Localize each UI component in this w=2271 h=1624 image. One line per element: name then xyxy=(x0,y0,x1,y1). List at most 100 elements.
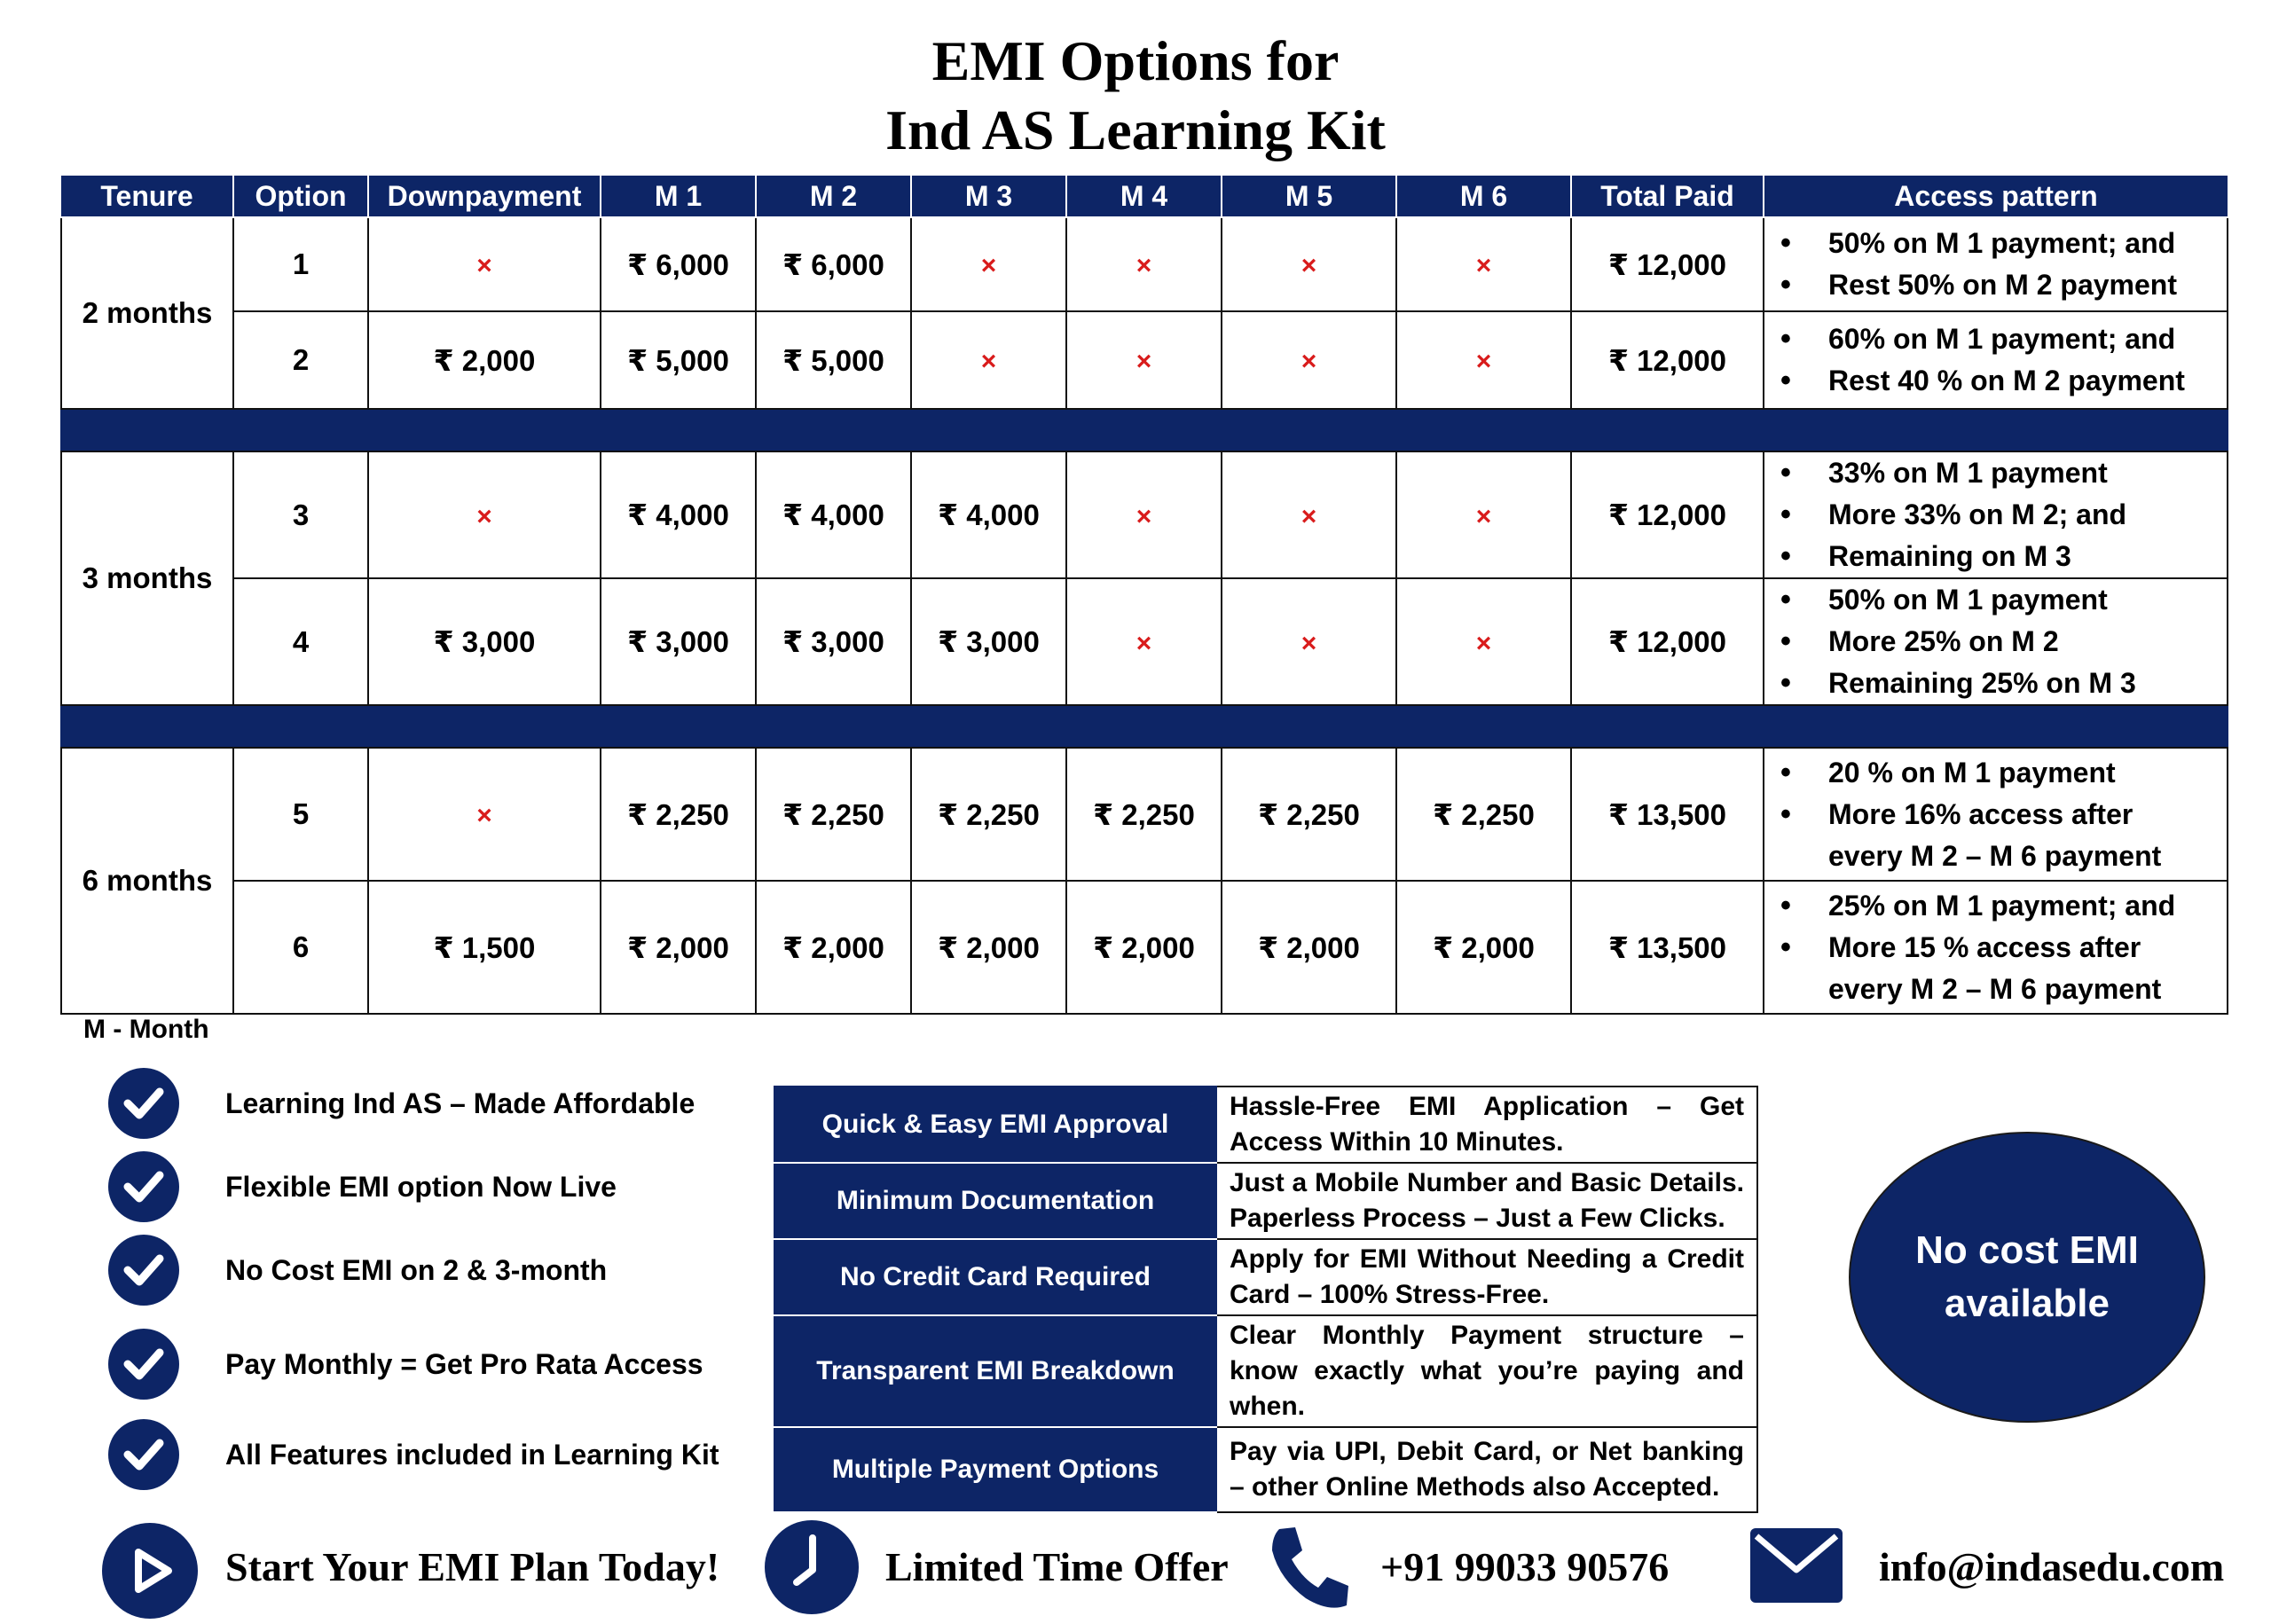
m2-cell: ₹ 3,000 xyxy=(755,577,912,706)
check-icon xyxy=(108,1329,179,1400)
page-title-line1: EMI Options for xyxy=(931,29,1340,92)
option-cell: 3 xyxy=(232,451,369,579)
m6-not-available-icon: × xyxy=(1395,216,1572,312)
m5-not-available-icon: × xyxy=(1221,451,1397,579)
benefit-row: Transparent EMI Breakdown Clear Monthly P… xyxy=(774,1314,1758,1428)
header-access-pattern: Access pattern xyxy=(1763,176,2228,218)
m3-cell: ₹ 2,000 xyxy=(910,880,1067,1015)
benefit-row: Minimum Documentation Just a Mobile Numbe… xyxy=(774,1162,1758,1240)
m1-cell: ₹ 3,000 xyxy=(600,577,757,706)
access-pattern-item: More 16% access after xyxy=(1777,794,2227,836)
m2-cell: ₹ 4,000 xyxy=(755,451,912,579)
m6-not-available-icon: × xyxy=(1395,451,1572,579)
table-row: 6 ₹ 1,500 ₹ 2,000 ₹ 2,000 ₹ 2,000 ₹ 2,000 ₹ 2,… xyxy=(61,880,2228,1015)
table-separator-row xyxy=(60,408,2228,452)
cross-icon: × xyxy=(1136,628,1152,658)
benefit-label: Transparent EMI Breakdown xyxy=(774,1314,1217,1428)
access-pattern-cell: 50% on M 1 paymentMore 25% on M 2Remaini… xyxy=(1763,577,2228,706)
downpayment-not-available-icon: × xyxy=(367,216,601,312)
access-pattern-cell: 50% on M 1 payment; andRest 50% on M 2 p… xyxy=(1763,216,2228,312)
m1-cell: ₹ 6,000 xyxy=(600,216,757,312)
header-m1: M 1 xyxy=(600,176,757,218)
m3-cell: ₹ 3,000 xyxy=(910,577,1067,706)
m2-cell: ₹ 6,000 xyxy=(755,216,912,312)
access-pattern-cell: 25% on M 1 payment; andMore 15 % access … xyxy=(1763,880,2228,1015)
option-cell: 1 xyxy=(232,216,369,312)
cross-icon: × xyxy=(980,251,997,280)
email-address: info@indasedu.com xyxy=(1879,1544,2225,1589)
benefit-row: Multiple Payment Options Pay via UPI, Deb… xyxy=(774,1426,1758,1513)
cross-icon: × xyxy=(1136,251,1152,280)
total-cell: ₹ 12,000 xyxy=(1570,451,1764,579)
separator-cell xyxy=(60,408,2228,452)
cross-icon: × xyxy=(1136,347,1152,376)
access-pattern-item: 25% on M 1 payment; and xyxy=(1777,885,2227,927)
cross-icon: × xyxy=(1475,347,1492,376)
m5-cell: ₹ 2,000 xyxy=(1221,880,1397,1015)
downpayment-cell: ₹ 2,000 xyxy=(367,310,601,410)
access-pattern-item: More 15 % access after xyxy=(1777,927,2227,969)
benefit-description: Clear Monthly Payment structure – know e… xyxy=(1215,1314,1758,1428)
access-pattern-cell: 33% on M 1 paymentMore 33% on M 2; andRe… xyxy=(1763,451,2228,579)
downpayment-not-available-icon: × xyxy=(367,747,601,882)
table-row: 4 ₹ 3,000 ₹ 3,000 ₹ 3,000 ₹ 3,000 × × × ₹ 12,000… xyxy=(61,577,2228,706)
badge-line2: available xyxy=(1945,1282,2110,1325)
feature-item: Learning Ind AS – Made Affordable xyxy=(108,1068,747,1142)
option-cell: 6 xyxy=(232,880,369,1015)
total-cell: ₹ 13,500 xyxy=(1570,880,1764,1015)
limited-offer-text: Limited Time Offer xyxy=(885,1544,1229,1589)
m4-not-available-icon: × xyxy=(1065,310,1222,410)
access-pattern-item: Remaining 25% on M 3 xyxy=(1777,663,2227,704)
cross-icon: × xyxy=(476,801,492,830)
m4-not-available-icon: × xyxy=(1065,216,1222,312)
access-pattern-item: 50% on M 1 payment xyxy=(1777,579,2227,621)
cross-icon: × xyxy=(1301,347,1317,376)
total-cell: ₹ 12,000 xyxy=(1570,216,1764,312)
feature-text: Pay Monthly = Get Pro Rata Access xyxy=(225,1348,703,1380)
header-option: Option xyxy=(232,176,369,218)
start-plan-text: Start Your EMI Plan Today! xyxy=(225,1544,720,1589)
check-icon xyxy=(108,1419,179,1490)
m1-cell: ₹ 5,000 xyxy=(600,310,757,410)
header-downpayment: Downpayment xyxy=(367,176,601,218)
cross-icon: × xyxy=(1301,251,1317,280)
cross-icon: × xyxy=(1475,628,1492,658)
m4-not-available-icon: × xyxy=(1065,451,1222,579)
m1-cell: ₹ 4,000 xyxy=(600,451,757,579)
check-icon xyxy=(108,1151,179,1222)
emi-options-table: Tenure Option Downpayment M 1 M 2 M 3 M … xyxy=(60,176,2228,1015)
option-cell: 5 xyxy=(232,747,369,882)
total-cell: ₹ 12,000 xyxy=(1570,577,1764,706)
tenure-cell: 6 months xyxy=(60,747,234,1015)
feature-item: No Cost EMI on 2 & 3-month xyxy=(108,1235,747,1309)
m4-not-available-icon: × xyxy=(1065,577,1222,706)
check-icon xyxy=(108,1235,179,1306)
m6-not-available-icon: × xyxy=(1395,577,1572,706)
check-icon xyxy=(108,1068,179,1139)
benefit-label: Minimum Documentation xyxy=(774,1162,1217,1240)
feature-item: Flexible EMI option Now Live xyxy=(108,1151,747,1226)
access-pattern-item: Remaining on M 3 xyxy=(1777,536,2227,577)
access-pattern-item: More 25% on M 2 xyxy=(1777,621,2227,663)
header-total-paid: Total Paid xyxy=(1570,176,1764,218)
benefit-description: Hassle-Free EMI Application – Get Access… xyxy=(1215,1086,1758,1164)
total-cell: ₹ 13,500 xyxy=(1570,747,1764,882)
benefit-label: Multiple Payment Options xyxy=(774,1426,1217,1513)
feature-item: Pay Monthly = Get Pro Rata Access xyxy=(108,1329,747,1403)
play-icon xyxy=(101,1522,199,1624)
table-header-row: Tenure Option Downpayment M 1 M 2 M 3 M … xyxy=(61,176,2228,218)
access-pattern-item: every M 2 – M 6 payment xyxy=(1828,972,2162,1005)
feature-item: All Features included in Learning Kit xyxy=(108,1419,747,1494)
badge-line1: No cost EMI xyxy=(1915,1228,2139,1272)
m4-cell: ₹ 2,250 xyxy=(1065,747,1222,882)
feature-text: All Features included in Learning Kit xyxy=(225,1439,719,1471)
benefit-description: Apply for EMI Without Needing a Credit C… xyxy=(1215,1238,1758,1316)
table-row: 6 months 5 × ₹ 2,250 ₹ 2,250 ₹ 2,250 ₹ 2,250 ₹ … xyxy=(60,747,2228,1015)
total-cell: ₹ 12,000 xyxy=(1570,310,1764,410)
access-pattern-cell: 20 % on M 1 paymentMore 16% access after… xyxy=(1763,747,2228,882)
m5-not-available-icon: × xyxy=(1221,310,1397,410)
access-pattern-item: 20 % on M 1 payment xyxy=(1777,752,2227,794)
m6-cell: ₹ 2,000 xyxy=(1395,880,1572,1015)
